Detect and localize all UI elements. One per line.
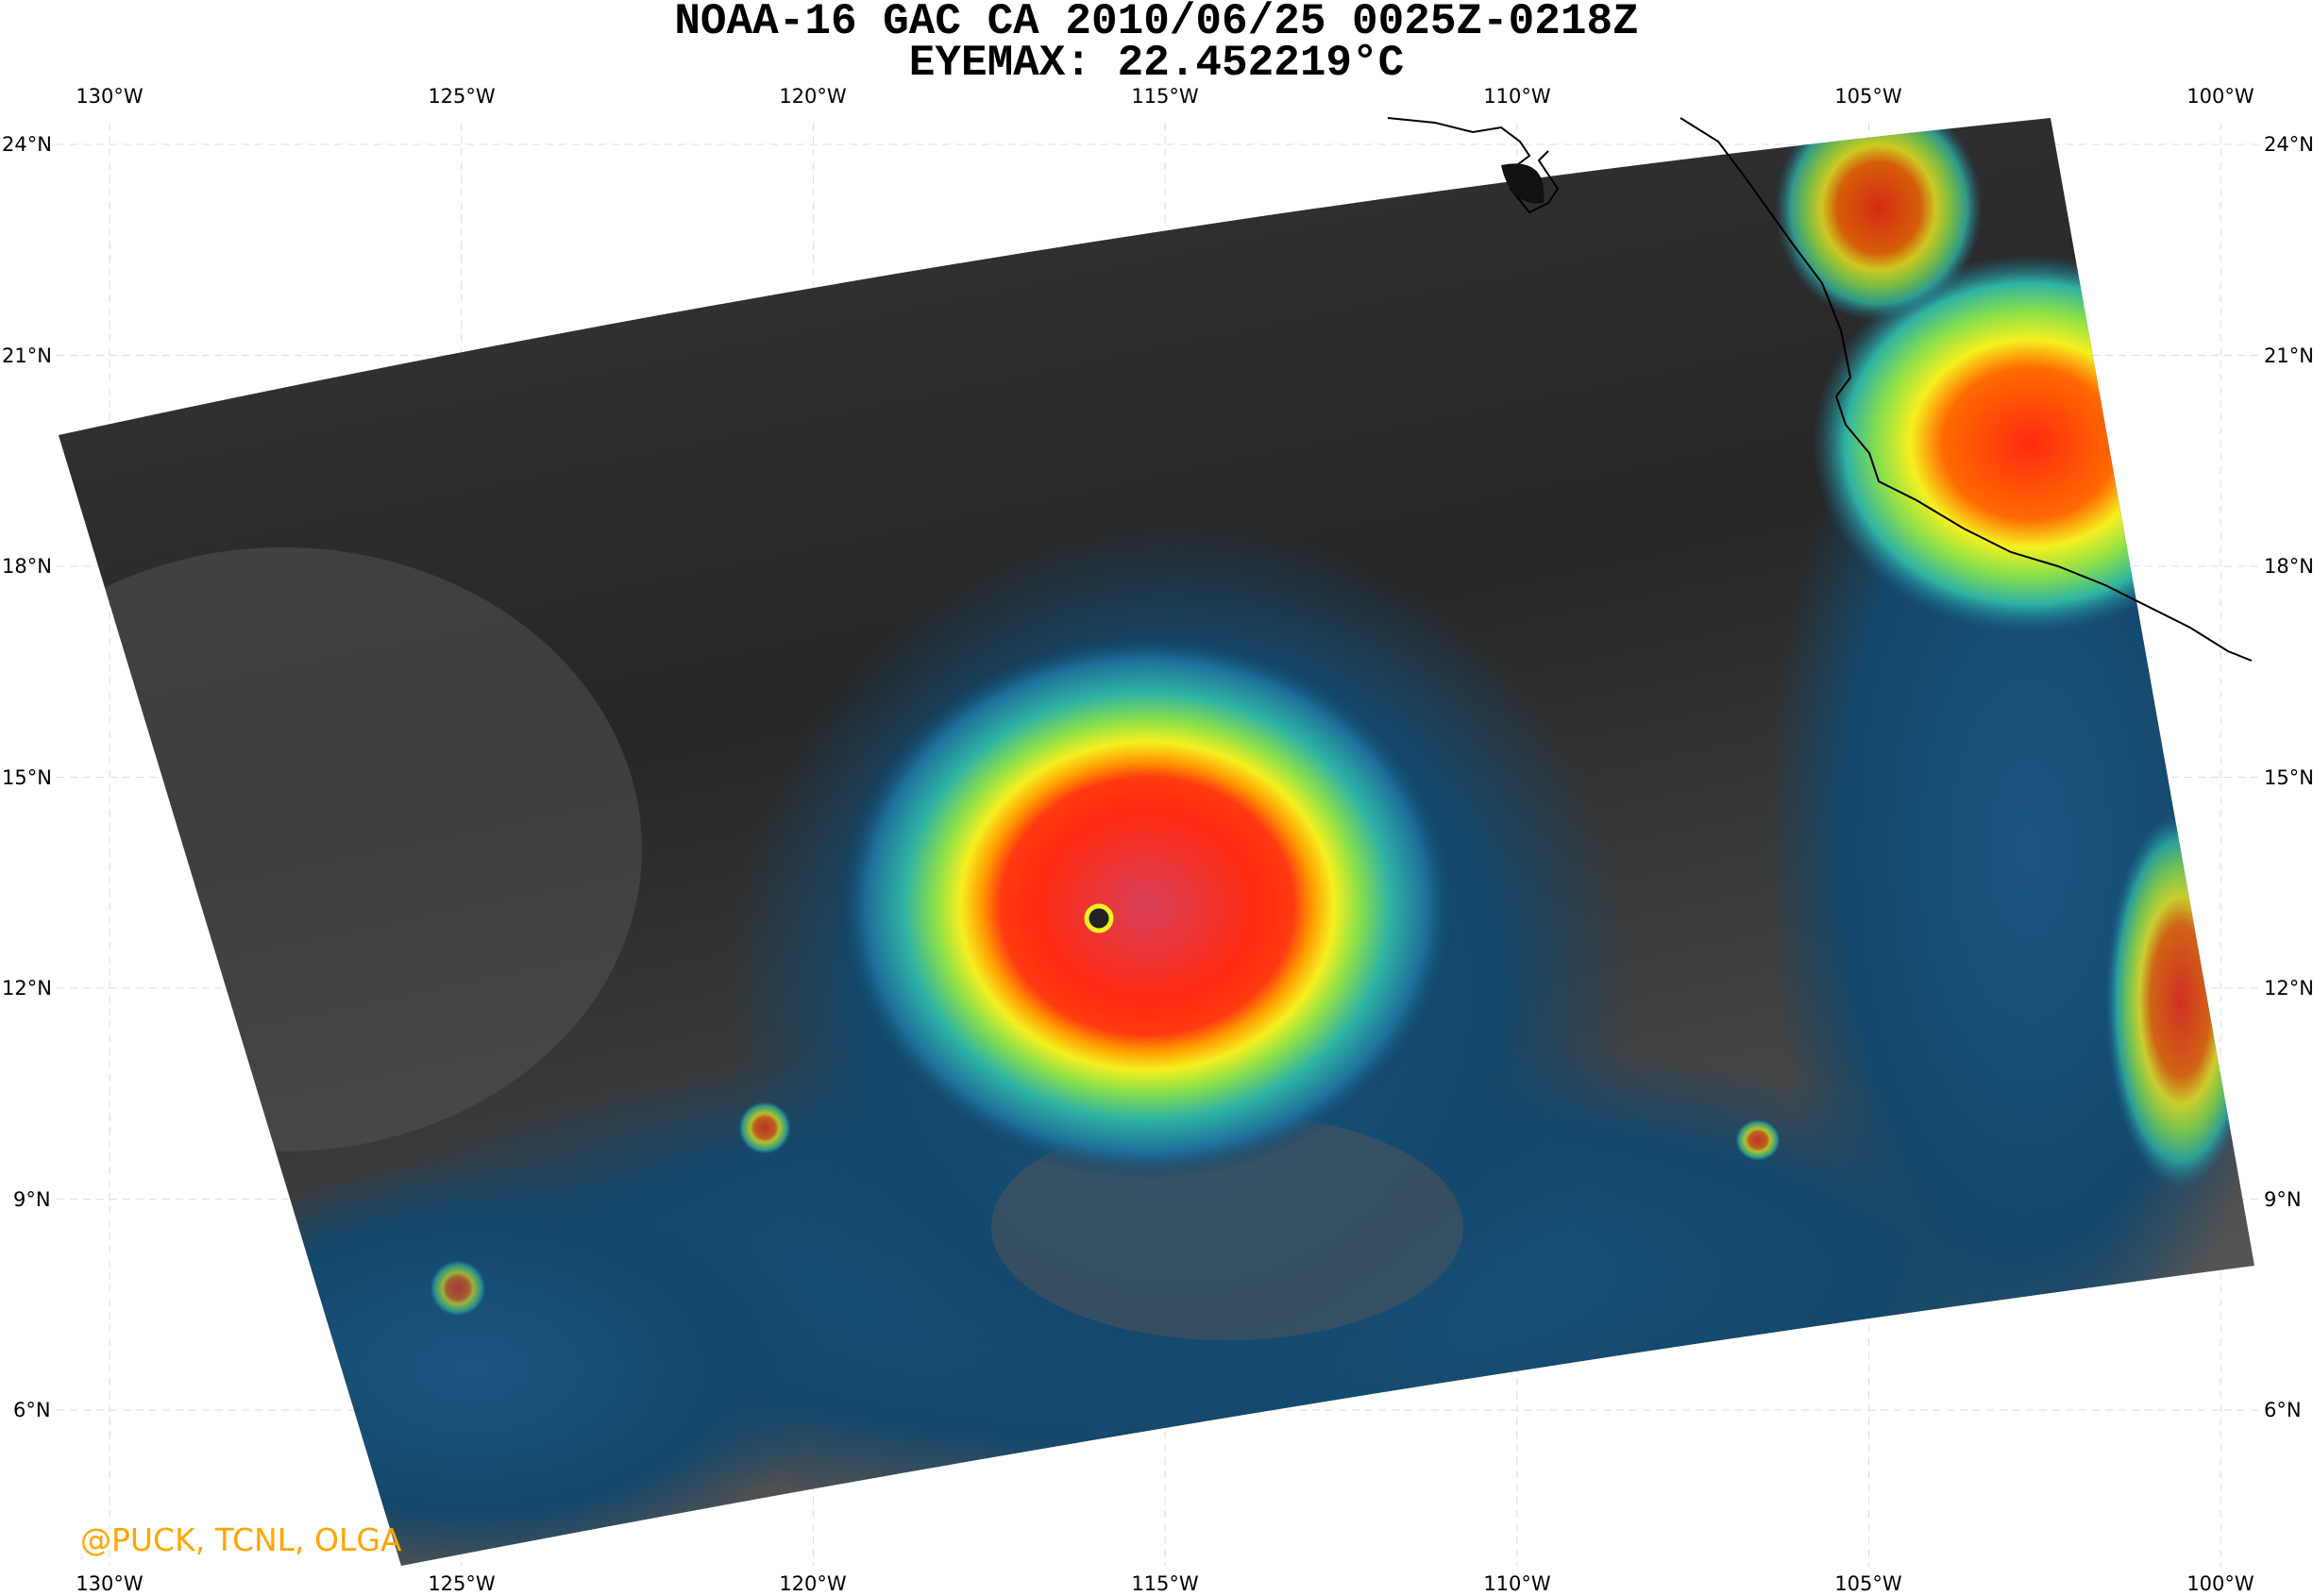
lat-label-left: 9°N <box>13 1188 51 1211</box>
lat-label-right: 12°N <box>2264 977 2313 1000</box>
lon-label-top: 125°W <box>428 85 496 108</box>
lat-label-right: 21°N <box>2264 344 2313 367</box>
lon-label-top: 120°W <box>779 85 847 108</box>
lat-label-left: 21°N <box>2 344 52 367</box>
lat-label-right: 24°N <box>2264 133 2313 156</box>
lat-label-left: 12°N <box>2 977 52 1000</box>
lon-label-bottom: 120°W <box>779 1572 847 1595</box>
lat-label-right: 9°N <box>2264 1188 2302 1211</box>
lat-label-left: 6°N <box>13 1399 51 1421</box>
lon-label-bottom: 130°W <box>76 1572 144 1595</box>
land-baja <box>1501 163 1545 204</box>
lat-label-left: 24°N <box>2 133 52 156</box>
lon-label-top: 115°W <box>1131 85 1199 108</box>
coastline-mainland <box>1680 117 2253 662</box>
lat-label-left: 15°N <box>2 766 52 789</box>
lon-label-bottom: 105°W <box>1834 1572 1902 1595</box>
hurricane-eye <box>1084 903 1114 933</box>
lon-label-bottom: 115°W <box>1131 1572 1199 1595</box>
lat-label-left: 18°N <box>2 555 52 578</box>
lat-label-right: 18°N <box>2264 555 2313 578</box>
lon-label-top: 100°W <box>2186 85 2254 108</box>
lat-label-right: 15°N <box>2264 766 2313 789</box>
watermark-credit: @PUCK, TCNL, OLGA <box>80 1521 402 1558</box>
lat-label-right: 6°N <box>2264 1399 2302 1421</box>
lon-label-bottom: 125°W <box>428 1572 496 1595</box>
lon-label-bottom: 100°W <box>2186 1572 2254 1595</box>
title-line-1: NOAA-16 GAC CA 2010/06/25 0025Z-0218Z <box>674 0 1639 46</box>
title-line-2-eyemax: EYEMAX: 22.452219°C <box>908 39 1405 88</box>
lon-label-bottom: 110°W <box>1483 1572 1551 1595</box>
lon-label-top: 105°W <box>1834 85 1902 108</box>
lon-label-top: 130°W <box>76 85 144 108</box>
lon-label-top: 110°W <box>1483 85 1551 108</box>
